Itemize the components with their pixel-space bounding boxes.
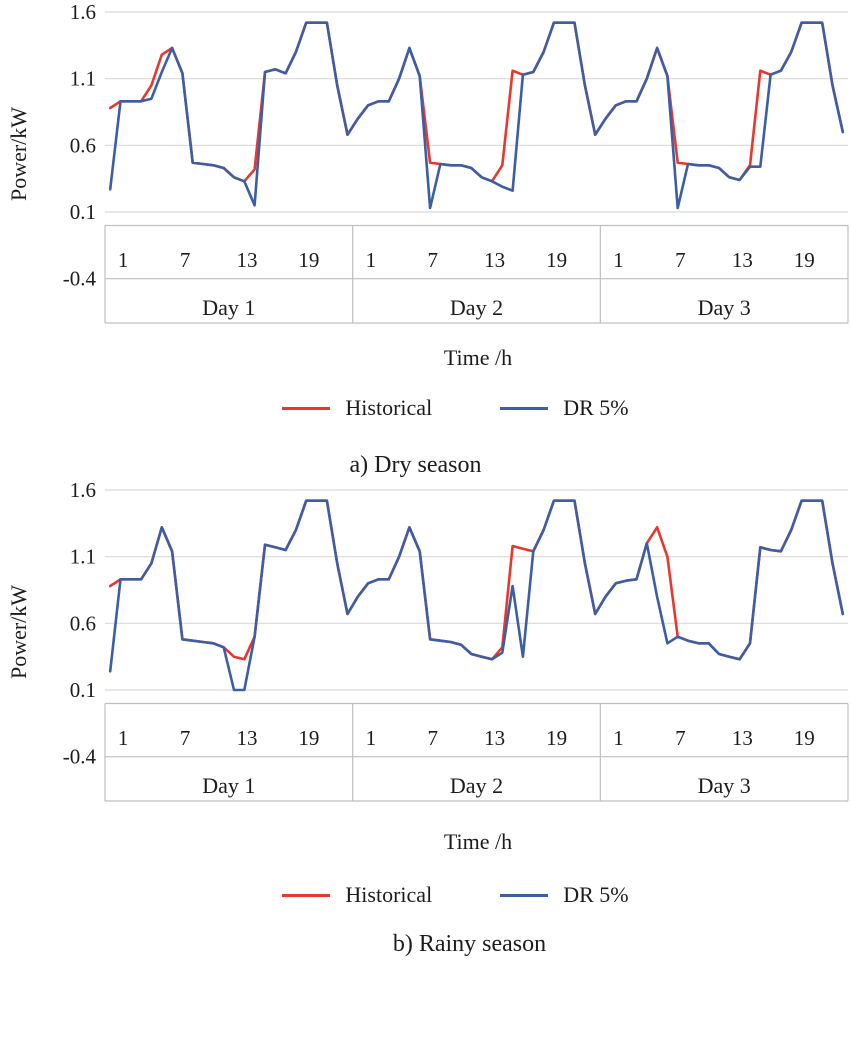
- hour-tick-label: 13: [236, 248, 257, 272]
- figure-rainy-season: 1.6 1.1 0.6 0.1 -0.4 Power/kW 1 7 13 19 Day 1 1 7 13 1…: [0, 478, 851, 957]
- historical-line-swatch: [282, 893, 331, 897]
- day-label: Day 2: [450, 773, 503, 798]
- x-axis-title: Time /h: [443, 829, 513, 854]
- y-tick-label: -0.4: [63, 267, 97, 291]
- day-label: Day 3: [698, 295, 751, 320]
- hour-tick-label: 19: [546, 248, 567, 272]
- y-axis-title: Power/kW: [6, 107, 31, 201]
- line-historical: [108, 499, 845, 661]
- chart-rainy-season: 1.6 1.1 0.6 0.1 -0.4 Power/kW 1 7 13 19 Day 1 1 7 13 1…: [6, 478, 849, 802]
- figure-caption-dry: a) Dry season: [349, 452, 482, 478]
- y-tick-label: 0.6: [70, 133, 96, 157]
- hour-tick-label: 19: [794, 726, 815, 750]
- chart-legend: Historical DR 5%: [30, 395, 851, 421]
- hour-tick-label: 7: [427, 248, 438, 272]
- hour-tick-label: 19: [298, 248, 319, 272]
- hour-tick-label: 13: [484, 726, 505, 750]
- y-tick-label: 1.6: [70, 0, 96, 24]
- y-tick-label: 1.6: [70, 478, 96, 502]
- y-tick-label: 1.1: [70, 67, 96, 91]
- legend-label-dr: DR 5%: [563, 882, 629, 907]
- figure-dry-season: 1.6 1.1 0.6 0.1 -0.4 Power/kW 1 7 13 19 Day 1 1 7 13 1…: [0, 0, 851, 478]
- dr-line-swatch: [500, 406, 549, 410]
- legend-label-historical: Historical: [345, 882, 433, 907]
- hour-tick-label: 19: [794, 248, 815, 272]
- hour-tick-label: 7: [180, 248, 191, 272]
- chart-legend: Historical DR 5%: [30, 882, 851, 908]
- hour-tick-label: 1: [118, 726, 129, 750]
- y-tick-label: 0.1: [70, 200, 96, 224]
- chart-dry-season: 1.6 1.1 0.6 0.1 -0.4 Power/kW 1 7 13 19 Day 1 1 7 13 1…: [6, 0, 849, 324]
- y-tick-label: 0.1: [70, 678, 96, 702]
- hour-tick-label: 13: [732, 248, 753, 272]
- hour-tick-label: 1: [366, 248, 377, 272]
- y-tick-label: 0.6: [70, 611, 96, 635]
- legend-item-dr: DR 5%: [500, 882, 629, 908]
- hour-tick-label: 1: [118, 248, 129, 272]
- figure-caption-rainy: b) Rainy season: [392, 931, 547, 957]
- line-dr-5pct: [108, 499, 845, 692]
- hour-tick-label: 13: [484, 248, 505, 272]
- y-axis-title: Power/kW: [6, 585, 31, 679]
- legend-item-historical: Historical: [282, 882, 432, 908]
- y-tick-label: 1.1: [70, 545, 96, 569]
- hour-tick-label: 13: [236, 726, 257, 750]
- hour-tick-label: 13: [732, 726, 753, 750]
- legend-item-historical: Historical: [282, 395, 432, 421]
- y-tick-label: -0.4: [63, 745, 97, 769]
- hour-tick-label: 19: [298, 726, 319, 750]
- hour-tick-label: 19: [546, 726, 567, 750]
- legend-label-dr: DR 5%: [563, 395, 629, 420]
- day-label: Day 1: [202, 773, 255, 798]
- line-historical: [108, 21, 845, 183]
- day-label: Day 2: [450, 295, 503, 320]
- hour-tick-label: 1: [366, 726, 377, 750]
- hour-tick-label: 7: [180, 726, 191, 750]
- line-dr-5pct: [108, 21, 845, 210]
- hour-tick-label: 7: [427, 726, 438, 750]
- hour-tick-label: 7: [675, 248, 686, 272]
- hour-tick-label: 7: [675, 726, 686, 750]
- hour-tick-label: 1: [613, 248, 624, 272]
- historical-line-swatch: [282, 406, 331, 410]
- dr-line-swatch: [500, 893, 549, 897]
- day-label: Day 1: [202, 295, 255, 320]
- x-axis-title: Time /h: [443, 345, 513, 370]
- day-label: Day 3: [698, 773, 751, 798]
- hour-tick-label: 1: [613, 726, 624, 750]
- legend-item-dr: DR 5%: [500, 395, 629, 421]
- legend-label-historical: Historical: [345, 395, 433, 420]
